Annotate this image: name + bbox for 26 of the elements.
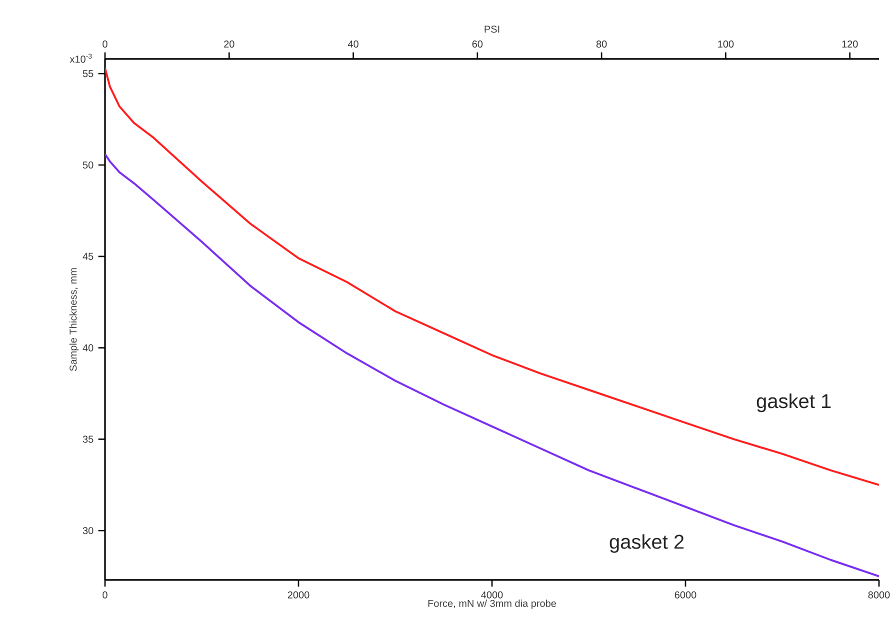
y-tick-label: 35: [82, 436, 94, 443]
x2-tick-label: 40: [348, 40, 358, 48]
x2-tick-label: 20: [224, 40, 234, 48]
line-series: [105, 67, 879, 486]
x-tick-label: 0: [102, 591, 108, 598]
line-series: [105, 153, 879, 578]
y-tick-label: 50: [82, 161, 94, 169]
x-axis-title: Force, mN w/ 3mm dia probe: [428, 600, 556, 609]
x-tick-label: 2000: [288, 591, 310, 598]
series-label: gasket 1: [756, 394, 831, 412]
y-tick-label: 30: [82, 527, 94, 534]
y-tick-label: 55: [82, 70, 94, 78]
series-label: gasket 2: [610, 534, 684, 553]
x-tick-label: 4000: [481, 591, 503, 598]
y-tick-label: 40: [82, 344, 94, 352]
x2-axis-title: PSI: [484, 26, 500, 33]
y-axis-title: Sample Thickness, mm: [69, 268, 79, 371]
x-tick-label: 6000: [674, 591, 696, 598]
x2-tick-label: 100: [718, 40, 734, 48]
text: x10$^{-3}$: [70, 54, 92, 63]
x2-tick-label: 60: [472, 40, 483, 48]
x2-tick-label: 80: [596, 40, 607, 48]
y-tick-label: 45: [82, 252, 94, 260]
x2-tick-label: 120: [842, 40, 858, 48]
x-tick-label: 8000: [868, 591, 890, 598]
x2-tick-label: 0: [102, 40, 108, 48]
